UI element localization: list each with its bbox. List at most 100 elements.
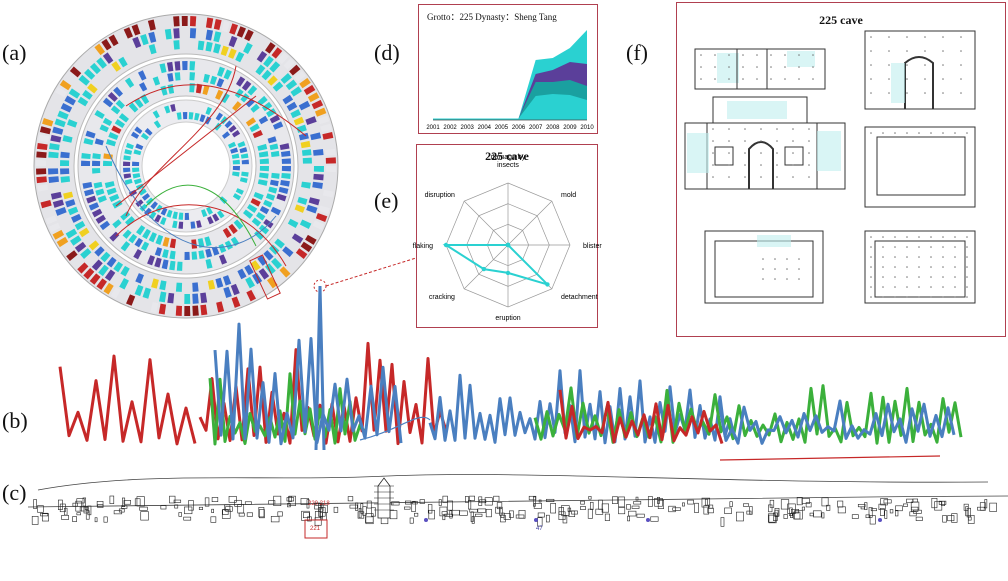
sample-dot (942, 64, 944, 66)
cave-opening (805, 502, 812, 508)
cave-opening (912, 498, 918, 503)
cave-opening (864, 502, 868, 510)
ring-cell (102, 52, 114, 64)
ring-cell (38, 134, 50, 143)
ring-cell (305, 234, 317, 245)
cave-opening (538, 499, 542, 503)
sample-dot (930, 276, 932, 278)
sample-dot (808, 128, 810, 130)
cave-opening (729, 501, 733, 507)
ring-cell (66, 250, 78, 261)
sample-dot (930, 256, 932, 258)
cave-opening (139, 506, 148, 511)
red-series-a (58, 354, 197, 446)
sample-dot (930, 286, 932, 288)
ring-cell (246, 289, 257, 302)
ring-cell (99, 220, 111, 231)
ring-cell (36, 176, 47, 184)
sample-dot (776, 176, 778, 178)
ring-cell (81, 160, 91, 166)
label-f: (f) (626, 40, 648, 65)
ring-cell (56, 236, 69, 248)
cave-opening (626, 504, 631, 510)
ring-cell (66, 119, 78, 128)
sample-dot (942, 266, 944, 268)
ring-cell (213, 43, 221, 54)
ring-cell (295, 248, 308, 259)
ring-cell (311, 99, 324, 110)
cave-opening (909, 511, 917, 517)
cave-opening (405, 500, 412, 505)
ring-cell (124, 216, 135, 226)
ring-cell (172, 220, 178, 229)
cave-opening (794, 510, 803, 520)
sample-dot (756, 54, 758, 56)
peak-spike (314, 285, 326, 451)
cave-opening (244, 501, 252, 505)
ring-cell (60, 102, 73, 113)
ring-cell (250, 260, 261, 271)
sample-dot (906, 266, 908, 268)
ring-cell (174, 72, 181, 81)
sample-dot (942, 246, 944, 248)
sample-dot (784, 66, 786, 68)
ring-cell (253, 192, 264, 200)
sample-dot (954, 286, 956, 288)
cave-opening (72, 516, 77, 522)
sample-dot (760, 164, 762, 166)
ring-cell (86, 195, 97, 204)
ring-cell (224, 120, 233, 129)
sample-dot (960, 36, 962, 38)
label-b: (b) (2, 408, 28, 433)
ring-cell (244, 264, 254, 276)
ring-cell (140, 132, 149, 141)
cave-opening (121, 505, 128, 509)
cave-opening (567, 507, 572, 512)
ring-cell (192, 305, 199, 316)
cave-opening (391, 501, 400, 506)
sample-dot (870, 50, 872, 52)
cave-opening (485, 508, 492, 518)
sample-dot (966, 236, 968, 238)
ring-cell (52, 229, 65, 240)
ring-cell (124, 148, 133, 155)
ring-cell (190, 221, 196, 229)
ring-cell (55, 87, 67, 98)
ring-cell (161, 259, 169, 270)
ring-cell (155, 204, 163, 213)
ring-cell (237, 268, 247, 280)
ring-cell (175, 305, 183, 316)
ring-cell (184, 305, 191, 316)
sample-dot (700, 54, 702, 56)
ring-cell (232, 166, 240, 171)
sample-dot (930, 132, 932, 134)
ring-cell (205, 106, 213, 115)
cave-opening (188, 500, 194, 511)
sample-dot (762, 258, 764, 260)
ring-cell (277, 52, 289, 64)
ring-cell (269, 114, 281, 124)
sample-dot (882, 236, 884, 238)
panel-d-frame: Grotto：225 Dynasty：Sheng Tang 2001 2002 20… (418, 4, 598, 134)
cave-opening (451, 509, 460, 516)
cave-opening (246, 512, 253, 517)
ring-cell (189, 28, 197, 39)
cave-opening (768, 504, 773, 513)
cave-opening (459, 510, 468, 516)
ring-cell (162, 236, 170, 247)
ring-cell (279, 266, 291, 278)
ring-link (145, 184, 257, 247)
ring-cell (52, 126, 64, 135)
cave-opening (895, 509, 899, 517)
ring-cell (232, 159, 240, 165)
ring-cell (147, 255, 156, 266)
ring-cell (109, 231, 120, 242)
cave-opening (37, 505, 44, 513)
sample-dot (870, 64, 872, 66)
ring-cell (294, 71, 306, 82)
ring-cell (205, 41, 213, 52)
ring-cell (123, 155, 131, 161)
sample-dot (894, 276, 896, 278)
radar-spoke (463, 200, 509, 246)
ring-cell (313, 173, 324, 181)
